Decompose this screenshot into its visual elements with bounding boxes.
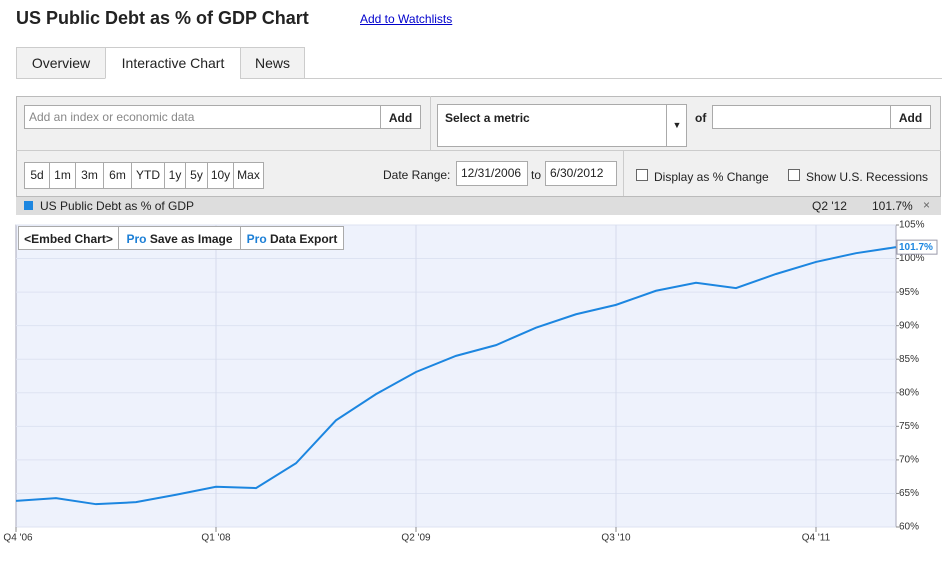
compare-input[interactable] [712,105,891,129]
plot-area [15,224,897,528]
value-label: 101.7% [899,242,933,253]
y-tick-label: 100% [899,253,925,264]
y-tick-label: 60% [899,522,919,533]
value-label-box [896,239,938,255]
series-line [15,246,897,506]
legend-swatch [24,201,33,210]
x-tick-label: Q1 '08 [201,533,231,544]
chart-button[interactable]: Pro Save as Image [118,226,241,250]
range-button[interactable]: YTD [131,162,165,189]
y-tick-label: 65% [899,488,919,499]
y-tick-label: 90% [899,320,919,331]
legend-bar [16,197,941,215]
divider [430,96,431,150]
watchlist-link[interactable]: Add to Watchlists [360,12,453,26]
pro-tag: Pro [126,232,147,246]
add-button[interactable]: Add [890,105,931,129]
page-title: US Public Debt as % of GDP Chart [16,8,309,28]
chart-button[interactable]: Pro Data Export [240,226,344,250]
date-input[interactable]: 6/30/2012 [545,161,617,186]
legend-value: 101.7% [872,199,913,213]
y-tick-label: 75% [899,421,919,432]
checkbox[interactable] [636,169,648,181]
range-button[interactable]: 3m [75,162,104,189]
y-tick-label: 70% [899,455,919,466]
divider [623,150,624,196]
search-input[interactable]: Add an index or economic data [24,105,381,129]
range-button[interactable]: 5y [185,162,208,189]
divider [16,150,941,151]
dropdown-arrow[interactable]: ▼ [666,104,687,147]
legend-period: Q2 '12 [812,199,847,213]
pro-tag: Pro [246,232,267,246]
metric-label: Select a metric [445,111,530,125]
option-label: Show U.S. Recessions [806,170,929,184]
x-tick-label: Q4 '11 [802,533,831,544]
date-input[interactable]: 12/31/2006 [456,161,528,186]
of-label: of [695,111,707,125]
range-button[interactable]: Max [233,162,264,189]
x-tick-label: Q4 '06 [3,533,33,544]
tab[interactable]: News [240,47,305,79]
button-text: Save as Image [149,232,233,246]
y-tick-label: 80% [899,387,919,398]
range-button[interactable]: 1m [49,162,76,189]
y-tick-label: 95% [899,287,919,298]
range-button[interactable]: 10y [207,162,234,189]
date-range-label: Date Range: [383,168,451,182]
metric-select[interactable]: Select a metric [437,104,687,147]
to-label: to [531,168,542,182]
range-button[interactable]: 1y [164,162,186,189]
add-button[interactable]: Add [380,105,421,129]
legend-label: US Public Debt as % of GDP [40,199,195,213]
legend-close[interactable]: × [923,198,931,212]
chart-button[interactable]: <Embed Chart> [18,226,119,250]
checkbox[interactable] [788,169,800,181]
y-tick-label: 105% [899,220,925,231]
x-tick-label: Q3 '10 [601,533,631,544]
y-tick-label: 85% [899,354,919,365]
tab[interactable]: Interactive Chart [105,47,241,79]
x-tick-label: Q2 '09 [401,533,431,544]
option-label: Display as % Change [654,170,769,184]
button-text: Data Export [270,232,338,246]
tab-rule [16,78,942,79]
tab[interactable]: Overview [16,47,106,79]
